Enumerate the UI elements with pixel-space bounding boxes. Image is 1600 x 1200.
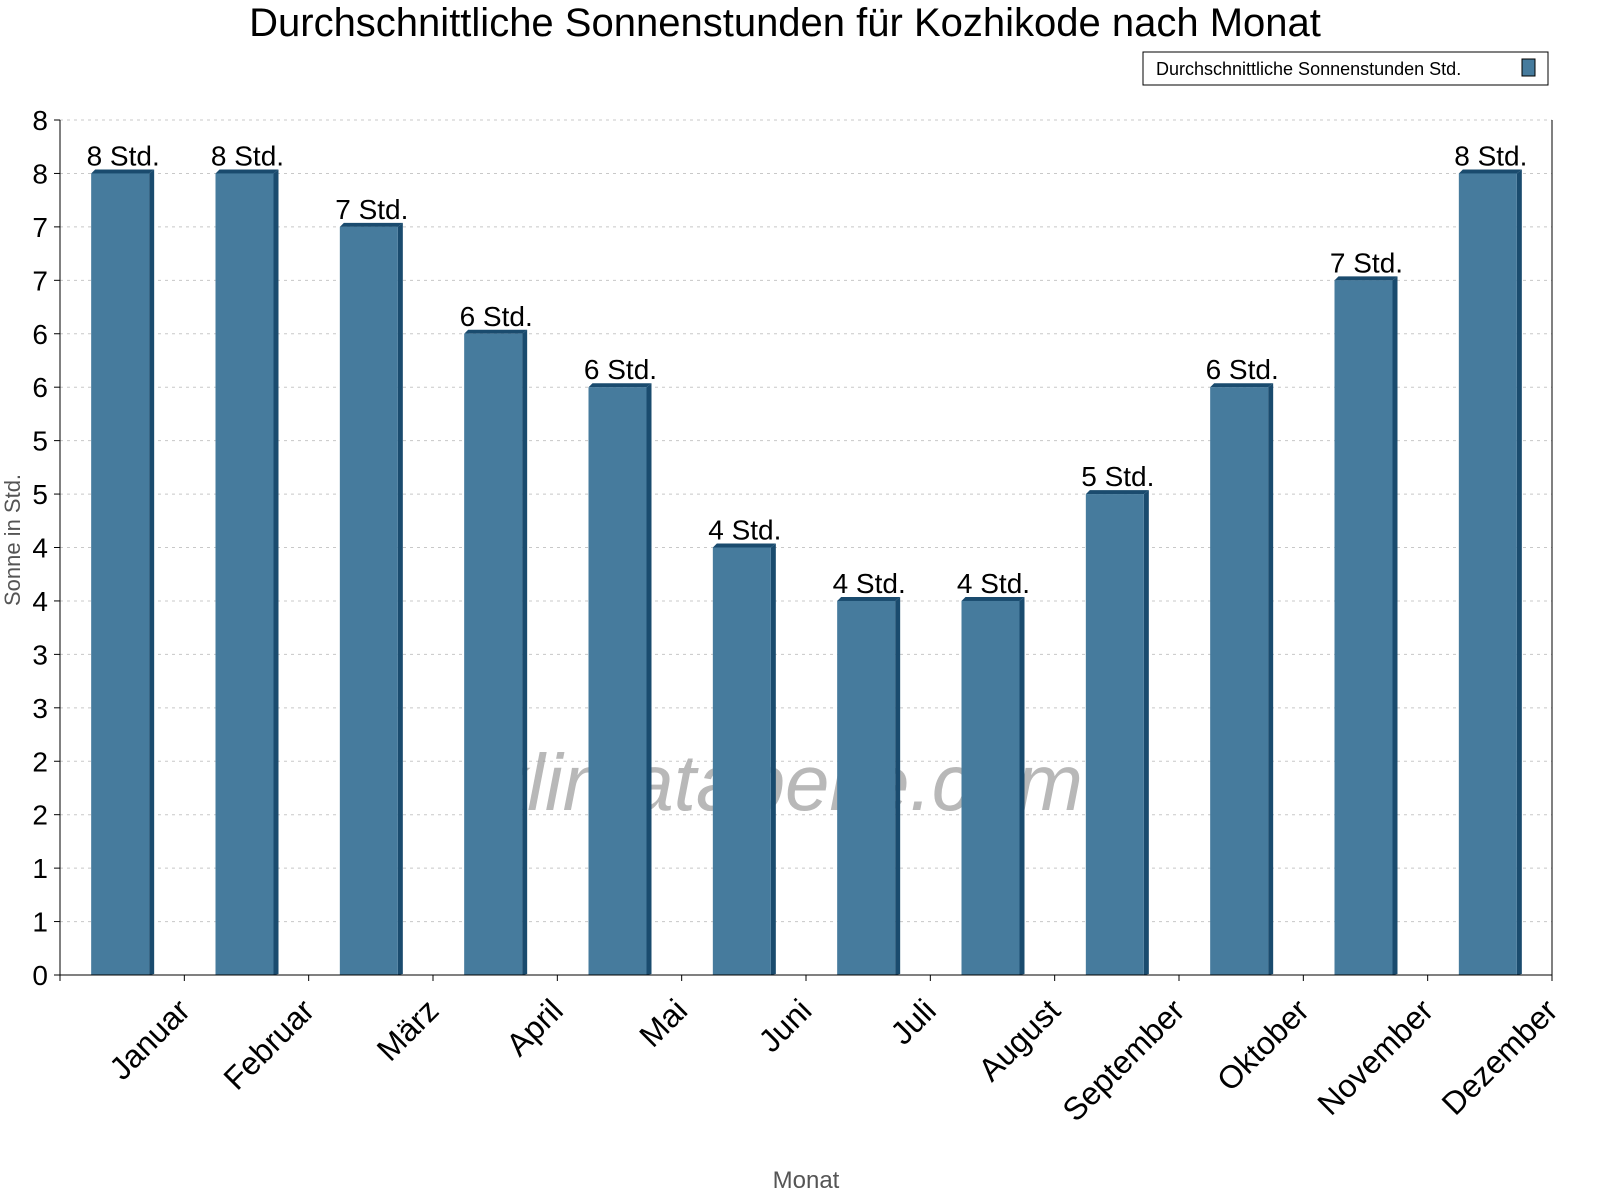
x-tick-label: Juli [883,992,942,1051]
y-tick-label: 7 [32,265,48,296]
legend-box [1142,51,1549,86]
y-tick-label: 1 [32,853,48,884]
y-axis-label: Sonne in Std. [0,474,25,606]
y-tick-label: 7 [32,212,48,243]
y-tick-label: 8 [32,158,48,189]
x-tick-label: Oktober [1210,992,1316,1098]
bar [712,547,771,975]
bar-top [1458,169,1522,174]
bar-top [588,383,652,388]
y-tick-label: 5 [32,479,48,510]
bar-top [1085,490,1149,495]
data-label: 6 Std. [460,301,533,332]
bar-top [464,329,528,334]
legend: Durchschnittliche Sonnenstunden Std. [1142,51,1549,86]
x-tick-label: Februar [216,992,321,1097]
data-label: 8 Std. [211,140,284,171]
y-tick-label: 2 [32,800,48,831]
data-label: 8 Std. [1454,140,1527,171]
data-label: 7 Std. [335,194,408,225]
bar-side [273,169,279,975]
bar [588,387,647,975]
y-tick-label: 4 [32,586,48,617]
x-tick-label: August [971,992,1067,1088]
data-label: 5 Std. [1081,461,1154,492]
bar-side [895,596,901,975]
x-tick-label: Mai [632,992,694,1054]
bar-side [646,383,652,975]
x-tick-label: Januar [102,992,197,1087]
bar [1210,387,1269,975]
bar-top [961,596,1025,601]
data-label: 8 Std. [87,140,160,171]
bars: 8 Std. 8 Std. 7 Std. 6 Std. 6 Std. 4 Std. 4 St… [87,140,1527,975]
y-tick-label: 6 [32,372,48,403]
data-label: 4 Std. [957,568,1030,599]
bar-top [1210,383,1274,388]
y-tick-label: 0 [32,960,48,991]
bar-top [215,169,279,174]
bar-side [397,222,403,975]
legend-label: Durchschnittliche Sonnenstunden Std. [1156,59,1461,79]
data-label: 4 Std. [833,568,906,599]
bar-top [837,596,901,601]
bar-side [770,543,776,975]
bar-side [1019,596,1025,975]
bar [91,173,150,975]
bar [215,173,274,975]
bar-side [522,329,528,975]
bar [1085,494,1144,975]
y-tick-label: 4 [32,533,48,564]
x-tick-label: April [499,992,570,1063]
y-tick-label: 8 [32,105,48,136]
bar [1458,173,1517,975]
y-tick-label: 5 [32,426,48,457]
bar-side [1268,383,1274,975]
x-tick-label: September [1055,992,1191,1128]
bar [339,226,398,975]
bar [961,600,1020,975]
bar-side [1392,276,1398,975]
data-label: 6 Std. [584,354,657,385]
data-label: 6 Std. [1206,354,1279,385]
bar [464,333,523,975]
x-tick-label: Dezember [1435,992,1565,1122]
bar-top [712,543,776,548]
y-tick-label: 1 [32,907,48,938]
bar-top [91,169,155,174]
data-label: 7 Std. [1330,247,1403,278]
bar-top [1334,276,1398,281]
y-tick-label: 2 [32,746,48,777]
bar [837,600,896,975]
y-tick-label: 3 [32,693,48,724]
bar-side [1143,490,1149,975]
y-tick-label: 6 [32,319,48,350]
bar-side [149,169,155,975]
x-tick-label: November [1310,992,1440,1122]
data-label: 4 Std. [708,515,781,546]
legend-swatch [1521,58,1536,77]
bar [1334,280,1393,975]
bar-side [1516,169,1522,975]
bar-top [339,222,403,227]
x-tick-label: Juni [752,992,819,1059]
x-axis-label: Monat [773,1167,840,1194]
x-tick-label: März [370,992,446,1068]
chart-title: Durchschnittliche Sonnenstunden für Kozh… [249,1,1321,45]
y-tick-label: 3 [32,639,48,670]
